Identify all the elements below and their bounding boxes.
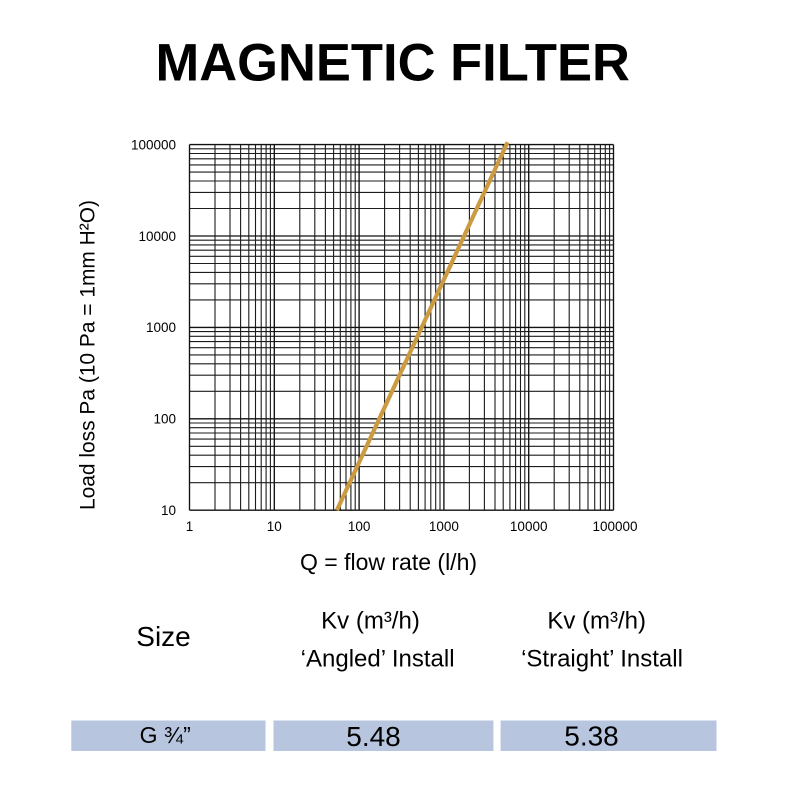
svg-text:10: 10 xyxy=(267,519,282,534)
svg-text:Size: Size xyxy=(136,621,190,652)
svg-text:100000: 100000 xyxy=(131,137,176,152)
svg-text:5.48: 5.48 xyxy=(346,721,401,752)
svg-text:Q = flow rate (l/h): Q = flow rate (l/h) xyxy=(300,549,477,575)
svg-text:Kv (m³/h): Kv (m³/h) xyxy=(547,608,646,635)
svg-text:100: 100 xyxy=(153,412,176,427)
svg-text:10: 10 xyxy=(161,503,176,518)
svg-text:‘Straight’ Install: ‘Straight’ Install xyxy=(521,646,683,673)
svg-text:100: 100 xyxy=(348,519,371,534)
svg-text:100000: 100000 xyxy=(592,519,637,534)
svg-text:10000: 10000 xyxy=(138,229,176,244)
svg-text:1: 1 xyxy=(186,519,194,534)
svg-text:G ¾”: G ¾” xyxy=(140,722,191,748)
svg-text:1000: 1000 xyxy=(146,320,176,335)
svg-text:5.38: 5.38 xyxy=(564,721,619,752)
svg-text:‘Angled’ Install: ‘Angled’ Install xyxy=(301,646,455,673)
svg-text:MAGNETIC FILTER: MAGNETIC FILTER xyxy=(156,34,630,93)
svg-text:1000: 1000 xyxy=(429,519,459,534)
svg-text:10000: 10000 xyxy=(510,519,548,534)
svg-text:Kv (m³/h): Kv (m³/h) xyxy=(321,608,420,635)
svg-text:Load loss Pa (10 Pa = 1mm H²O): Load loss Pa (10 Pa = 1mm H²O) xyxy=(77,200,100,510)
